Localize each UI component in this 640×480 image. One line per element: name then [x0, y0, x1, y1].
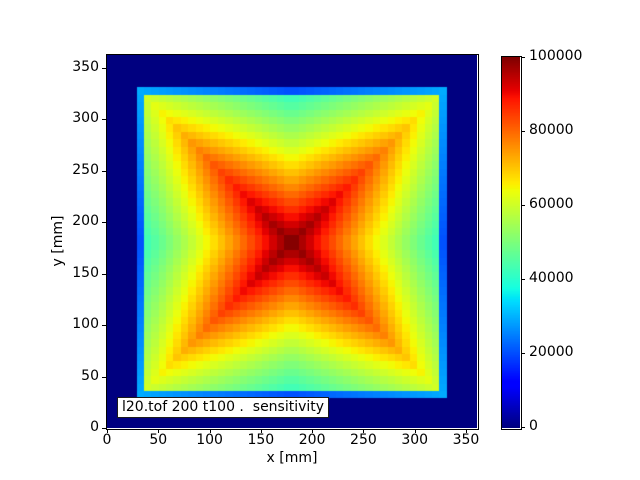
- colorbar-tick-mark: [521, 427, 525, 428]
- y-tick-mark: [102, 222, 106, 224]
- x-tick-label: 50: [149, 432, 168, 448]
- x-tick-label: 250: [350, 432, 377, 448]
- colorbar-tick-label: 40000: [529, 270, 574, 286]
- x-tick-mark: [107, 429, 108, 433]
- y-tick-label: 250: [72, 161, 99, 178]
- x-tick-label: 350: [452, 432, 480, 448]
- x-tick-mark: [414, 429, 416, 433]
- colorbar-tick-label: 0: [529, 418, 538, 434]
- colorbar-tick-label: 20000: [529, 344, 574, 360]
- y-axis-label: y [mm]: [50, 215, 66, 267]
- y-tick-label: 0: [90, 419, 99, 435]
- y-tick-label: 300: [72, 110, 99, 127]
- x-tick-mark: [363, 429, 365, 433]
- y-tick-mark: [102, 428, 106, 429]
- x-tick-label: 150: [247, 432, 275, 448]
- y-tick-mark: [102, 325, 106, 327]
- y-tick-label: 50: [81, 367, 99, 384]
- colorbar-tick-label: 60000: [529, 196, 574, 212]
- colorbar-tick-mark: [521, 57, 525, 58]
- x-tick-label: 0: [102, 432, 112, 448]
- x-tick-mark: [209, 429, 211, 433]
- y-tick-mark: [102, 273, 106, 275]
- heatmap-canvas: [107, 55, 477, 428]
- annotation-box: l20.tof 200 t100 . sensitivity: [117, 397, 330, 418]
- y-tick-label: 350: [72, 58, 99, 75]
- y-tick-label: 200: [72, 213, 99, 230]
- y-tick-mark: [102, 376, 106, 378]
- y-tick-mark: [102, 67, 106, 69]
- x-tick-mark: [465, 429, 467, 433]
- x-tick-mark: [158, 429, 160, 433]
- colorbar-tick-mark: [521, 279, 525, 280]
- colorbar-tick-mark: [521, 353, 525, 354]
- colorbar-tick-mark: [521, 131, 525, 132]
- colorbar-tick-mark: [521, 205, 525, 206]
- colorbar: [502, 57, 520, 428]
- y-tick-mark: [102, 170, 106, 172]
- x-tick-label: 300: [401, 432, 429, 448]
- y-tick-label: 150: [72, 264, 99, 281]
- x-tick-mark: [260, 429, 262, 433]
- x-tick-label: 100: [196, 432, 223, 448]
- colorbar-tick-label: 80000: [529, 122, 574, 138]
- x-tick-mark: [312, 429, 314, 433]
- y-tick-label: 100: [72, 316, 99, 333]
- y-tick-mark: [102, 119, 106, 121]
- x-axis-label: x [mm]: [266, 450, 318, 466]
- x-tick-label: 200: [298, 432, 326, 448]
- colorbar-tick-label: 100000: [529, 48, 583, 64]
